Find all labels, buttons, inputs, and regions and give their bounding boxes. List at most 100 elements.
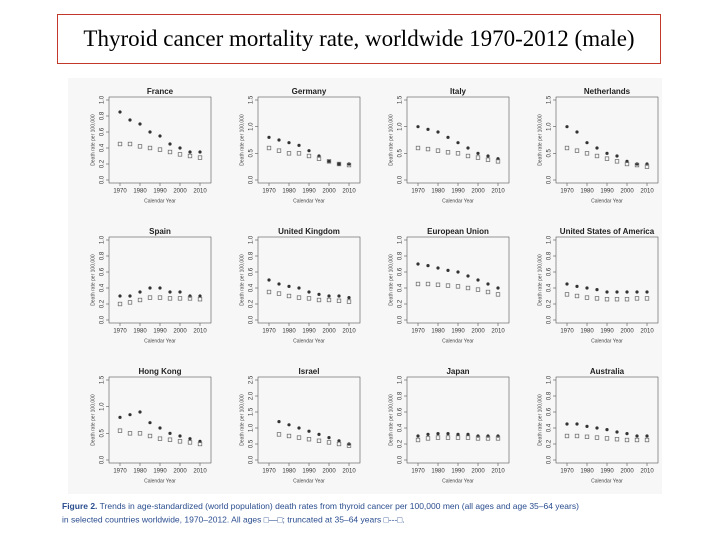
square-point	[177, 296, 183, 301]
x-tick-label: 1990	[451, 469, 465, 475]
square-point	[415, 145, 421, 151]
square-point	[455, 284, 461, 289]
y-axis-label: Death rate per 100,000	[239, 114, 245, 166]
panel-title: Spain	[149, 227, 171, 236]
square-point	[614, 297, 620, 302]
square-point	[604, 297, 610, 302]
y-tick-label: 0.4	[398, 283, 404, 292]
y-axis-label: Death rate per 100,000	[388, 254, 394, 306]
dot-point	[416, 262, 420, 266]
square-point	[564, 292, 570, 297]
square-point	[584, 295, 590, 300]
caption-line-1: Figure 2. Trends in age-standardized (wo…	[62, 501, 579, 511]
square-point	[276, 291, 282, 296]
square-point	[127, 431, 133, 436]
x-tick-label: 2010	[193, 469, 207, 475]
x-tick-label: 1990	[302, 329, 316, 335]
square-point	[117, 301, 123, 307]
x-tick-label: 2000	[620, 189, 634, 195]
dot-point	[625, 432, 629, 436]
square-point	[306, 296, 312, 301]
x-tick-label: 1970	[113, 189, 127, 195]
dot-point	[307, 149, 311, 153]
square-point	[147, 295, 153, 300]
dot-point	[118, 415, 122, 419]
y-tick-label: 0.2	[249, 299, 255, 308]
y-tick-label: 1.5	[100, 375, 106, 384]
x-tick-label: 1990	[302, 469, 316, 475]
dot-point	[486, 282, 490, 286]
panel-title: Israel	[299, 367, 320, 376]
square-point	[137, 144, 143, 149]
square-point	[644, 437, 650, 443]
x-tick-label: 2000	[322, 329, 336, 335]
x-axis-label: Calendar Year	[442, 478, 474, 484]
dot-point	[466, 146, 470, 150]
panel-title: Australia	[590, 367, 625, 376]
dot-point	[565, 282, 569, 286]
square-point	[316, 297, 322, 303]
square-point	[604, 436, 610, 441]
y-tick-label: 0.0	[100, 315, 106, 324]
y-tick-label: 0.0	[249, 455, 255, 464]
dot-point	[456, 270, 460, 274]
y-tick-label: 0.5	[547, 149, 553, 158]
square-point	[435, 282, 441, 287]
y-tick-label: 1.5	[547, 95, 553, 104]
y-tick-label: 0.8	[249, 251, 255, 260]
square-point	[465, 285, 471, 291]
square-point	[286, 293, 292, 299]
dot-point	[635, 290, 639, 294]
dot-point	[625, 290, 629, 294]
square-point	[197, 297, 203, 302]
y-tick-label: 0.2	[100, 299, 106, 308]
square-point	[296, 295, 302, 300]
x-tick-label: 2010	[193, 189, 207, 195]
x-tick-label: 1990	[600, 189, 614, 195]
dot-point	[585, 286, 589, 290]
dot-point	[337, 439, 341, 443]
square-point	[157, 295, 163, 300]
dot-point	[337, 294, 341, 298]
y-tick-label: 0.0	[398, 175, 404, 184]
dot-point	[585, 141, 589, 145]
caption-text: Trends in age-standardized (world popula…	[100, 501, 579, 511]
square-point	[286, 433, 292, 439]
dot-point	[307, 429, 311, 433]
dot-point	[118, 294, 122, 298]
dot-point	[476, 151, 480, 155]
y-tick-label: 1.0	[249, 423, 255, 432]
x-tick-label: 2010	[491, 329, 505, 335]
square-point	[445, 150, 451, 155]
square-point	[276, 432, 282, 437]
square-point	[495, 292, 501, 297]
dot-point	[178, 434, 182, 438]
x-tick-label: 2010	[342, 469, 356, 475]
y-tick-label: 1.5	[249, 95, 255, 104]
square-point	[495, 159, 501, 164]
dot-point	[297, 426, 301, 430]
y-tick-label: 0.8	[100, 111, 106, 120]
y-tick-label: 0.4	[249, 283, 255, 292]
square-point	[127, 141, 133, 147]
dot-point	[615, 154, 619, 158]
dot-point	[347, 162, 351, 166]
y-tick-label: 0.2	[547, 439, 553, 448]
dot-point	[446, 135, 450, 139]
x-tick-label: 2000	[322, 469, 336, 475]
dot-point	[198, 150, 202, 154]
square-point	[177, 152, 183, 157]
dot-point	[158, 286, 162, 290]
square-point	[316, 156, 322, 161]
y-tick-label: 0.8	[547, 391, 553, 400]
caption-label: Figure 2.	[62, 501, 97, 511]
square-point	[485, 289, 491, 295]
square-point	[425, 281, 431, 287]
y-tick-label: 0.0	[547, 315, 553, 324]
panel-title: Germany	[292, 87, 327, 96]
x-tick-label: 1970	[560, 329, 574, 335]
dot-point	[337, 162, 341, 166]
square-point	[614, 159, 620, 164]
dot-point	[486, 154, 490, 158]
dot-point	[426, 432, 430, 436]
